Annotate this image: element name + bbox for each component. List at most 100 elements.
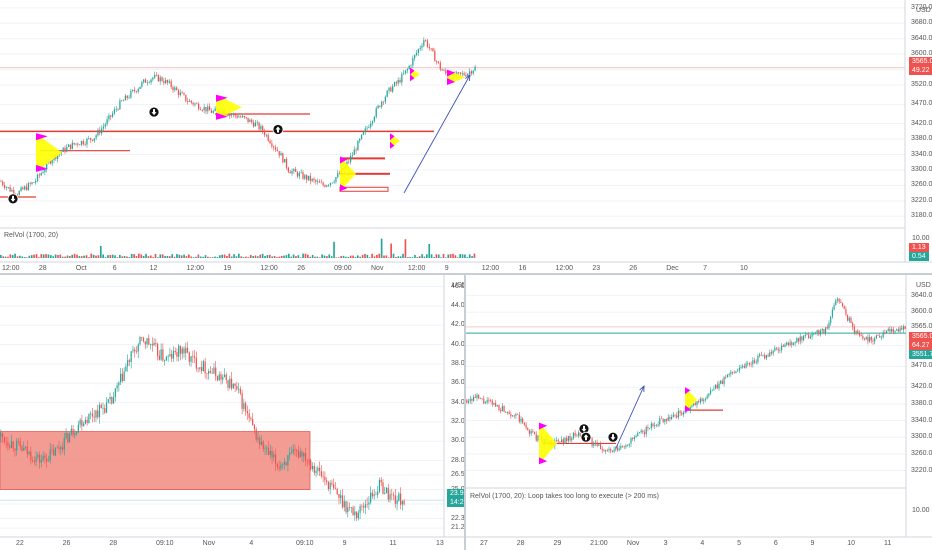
top-candle-body	[251, 119, 253, 123]
top-candle-body	[293, 169, 295, 171]
bottom-left-candle-body	[341, 495, 344, 508]
bottom-left-xtick: 22	[16, 540, 24, 547]
bottom-left-xtick: 4	[249, 540, 254, 547]
horizontal-separator[interactable]	[0, 273, 932, 275]
top-chart-pane[interactable]: RelVol (1700, 20) USD 3720.00 3680.00 3640…	[0, 0, 932, 275]
bottom-right-candle-body	[665, 418, 668, 421]
top-candle-body	[197, 103, 200, 110]
top-volume-bar	[402, 253, 404, 258]
top-xtick: 28	[38, 265, 47, 272]
top-candle-body	[7, 187, 9, 188]
top-volume-bar	[309, 256, 312, 258]
top-candle-body	[49, 161, 51, 164]
bottom-left-candle-body	[387, 487, 389, 500]
top-volume-bar	[28, 255, 31, 258]
top-candle-body	[104, 124, 106, 127]
top-volume-bar	[290, 256, 293, 258]
bottom-left-candle-body	[149, 344, 152, 345]
bottom-right-candle-body	[489, 400, 492, 402]
top-volume-bar	[249, 254, 252, 258]
top-candle-body	[366, 127, 368, 129]
top-candle-body	[359, 138, 361, 141]
top-candle-body	[139, 86, 141, 89]
bottom-right-candle-body	[828, 322, 830, 329]
bottom-left-candle-body	[264, 448, 266, 450]
top-chart-plot[interactable]	[0, 0, 932, 275]
top-candle-body	[426, 40, 429, 47]
bottom-left-candle-body	[245, 403, 247, 412]
top-xtick: 19	[223, 265, 232, 272]
bottom-left-candle-body	[178, 345, 180, 357]
top-profile-edge	[447, 78, 456, 86]
bottom-left-candle-body	[252, 419, 254, 425]
top-volume-bar	[242, 257, 245, 258]
bottom-right-signal-arrow	[610, 434, 616, 441]
bottom-right-candle-body	[625, 445, 627, 448]
top-candle-body	[38, 174, 41, 176]
top-candle-body	[252, 122, 255, 127]
top-xtick: 16	[518, 265, 527, 272]
vertical-separator[interactable]	[464, 275, 466, 550]
top-candle-body	[100, 128, 103, 134]
bottom-right-candle-body	[733, 372, 735, 374]
bottom-left-candle-body	[308, 461, 310, 462]
bottom-right-candle-body	[635, 435, 637, 438]
top-volume-bar	[66, 255, 69, 258]
top-volume-bar	[157, 257, 159, 258]
bottom-left-candle-body	[357, 512, 359, 519]
bottom-right-candle-body	[867, 337, 869, 342]
top-candle-body	[66, 146, 68, 152]
bottom-left-candle-body	[58, 447, 60, 450]
bottom-right-candle-body	[603, 449, 605, 452]
top-candle-body	[208, 106, 211, 111]
top-candle-body	[33, 182, 35, 183]
bottom-right-candle-body	[488, 400, 490, 401]
bottom-right-candle-body	[484, 402, 487, 404]
top-volume-bar	[190, 256, 193, 258]
bottom-right-candle-body	[643, 432, 646, 435]
bottom-right-candle-body	[660, 418, 663, 420]
bottom-right-candle-body	[642, 430, 644, 433]
top-volume-bar	[383, 255, 385, 258]
top-candle-body	[284, 158, 286, 163]
bottom-right-chart-pane[interactable]: USD 3640.003600.003565.003520.003470.003…	[466, 275, 932, 550]
top-candle-body	[179, 92, 181, 96]
bottom-left-candle-body	[134, 349, 136, 352]
bottom-left-chart-pane[interactable]: USD 46.0 44.0 42.0 40.0 38.0 36.0 34.0 32.0 30.0…	[0, 275, 471, 550]
top-candle-body	[430, 48, 432, 49]
bottom-right-profile-edge	[539, 422, 548, 430]
top-volume-bar	[330, 256, 333, 258]
bottom-left-candle-body	[336, 488, 338, 495]
top-candle-body	[91, 139, 94, 141]
bottom-left-candle-body	[398, 493, 400, 501]
top-volume-bar	[456, 257, 459, 258]
bottom-right-line-badge: 3551.75	[909, 350, 932, 359]
top-volume-bar	[411, 257, 414, 258]
top-candle-body	[457, 72, 460, 73]
top-ytick: 3420.00	[911, 119, 932, 127]
top-candle-body	[144, 79, 147, 83]
top-candle-body	[274, 147, 277, 150]
top-candle-body	[187, 101, 189, 102]
bottom-left-candle-body	[320, 471, 322, 477]
bottom-right-candle-body	[865, 337, 867, 340]
bottom-right-chart-plot[interactable]	[466, 275, 932, 550]
top-volume-bar	[264, 255, 266, 258]
bottom-left-candle-body	[267, 447, 270, 455]
bottom-left-candle-body	[46, 458, 48, 462]
top-volume-bar	[178, 254, 181, 258]
bottom-left-chart-plot[interactable]	[0, 275, 464, 550]
top-candle-body	[2, 181, 4, 185]
bottom-left-candle-body	[282, 464, 284, 466]
top-candle-body	[31, 182, 33, 184]
bottom-left-candle-body	[95, 410, 97, 418]
bottom-left-candle-body	[127, 360, 129, 367]
top-profile-edge	[216, 112, 228, 120]
bottom-left-candle-body	[215, 367, 217, 377]
top-candle-body	[388, 87, 390, 91]
bottom-right-candle-body	[814, 333, 817, 335]
bottom-right-candle-body	[708, 393, 710, 396]
bottom-left-xtick: 28	[109, 540, 118, 547]
top-volume-bar	[45, 254, 47, 258]
top-volume-bar	[19, 255, 21, 258]
